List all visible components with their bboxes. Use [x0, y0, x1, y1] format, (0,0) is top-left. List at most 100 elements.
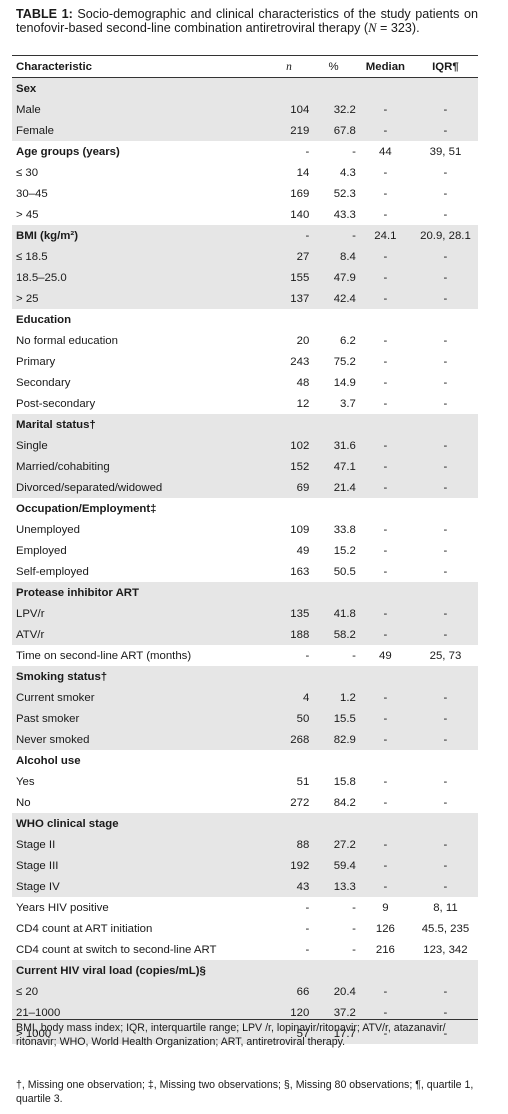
- cell-percent: 52.3: [333, 187, 356, 200]
- cell-median: -: [383, 523, 388, 536]
- cell-n: 14: [296, 166, 310, 179]
- table-section-row: BMI (kg/m²) - -24.1 20.9, 28.1: [12, 225, 478, 246]
- caption-text-b: = 323).: [376, 21, 420, 35]
- cell-percent: 42.4: [311, 288, 358, 309]
- table-body: Sex Male 104 32.2- - Female 219 67.8- - Age group…: [12, 77, 478, 1044]
- cell-characteristic: Smoking status†: [12, 666, 269, 687]
- cell-iqr: 123, 342: [423, 943, 468, 956]
- cell-characteristic: Past smoker: [12, 708, 269, 729]
- table-section-row: WHO clinical stage: [12, 813, 478, 834]
- table-row: Yes 51 15.8 - -: [12, 771, 478, 792]
- cell-n: 120: [268, 1002, 312, 1023]
- cell-percent: [311, 77, 358, 99]
- cell-percent: 37.2: [311, 1002, 358, 1023]
- cell-median: -: [357, 981, 413, 1002]
- cell-iqr: 45.5, 235: [421, 922, 470, 935]
- cell-iqr: -: [443, 796, 448, 809]
- cell-characteristic: Male: [12, 99, 269, 120]
- cell-characteristic: CD4 count at switch to second-line ART: [16, 943, 217, 956]
- cell-characteristic: Unemployed: [16, 523, 80, 536]
- table-row: Years HIV positive - - 9 8, 11: [12, 897, 478, 918]
- cell-median: -: [383, 376, 388, 389]
- cell-iqr: -: [443, 544, 448, 557]
- cell-iqr: [413, 750, 478, 771]
- cell-percent: 6.2: [340, 334, 356, 347]
- cell-iqr: -: [443, 775, 448, 788]
- cell-characteristic: 30–45: [16, 187, 48, 200]
- cell-percent: -: [352, 901, 356, 914]
- cell-percent: 32.2: [311, 99, 358, 120]
- cell-percent: [311, 813, 358, 834]
- table-row: > 1000 57 17.7- -: [12, 1023, 478, 1044]
- cell-percent: 50.5: [333, 565, 356, 578]
- cell-median: -: [357, 855, 413, 876]
- cell-percent: -: [352, 145, 356, 158]
- table-caption: TABLE 1: Socio-demographic and clinical …: [16, 7, 478, 35]
- cell-iqr: [412, 77, 478, 99]
- table-row: ≤ 18.5 27 8.4- -: [12, 246, 478, 267]
- cell-median: 49: [379, 649, 392, 662]
- cell-characteristic: 21–1000: [12, 1002, 269, 1023]
- cell-n: 109: [290, 523, 310, 536]
- cell-n: [268, 414, 312, 435]
- cell-n: 102: [268, 435, 312, 456]
- cell-n: [268, 77, 312, 99]
- cell-iqr: -: [412, 246, 478, 267]
- table-row: Single 102 31.6- -: [12, 435, 478, 456]
- cell-iqr: -: [412, 288, 478, 309]
- cell-iqr: -: [412, 1002, 478, 1023]
- cell-iqr: 8, 11: [433, 901, 458, 914]
- cell-n: 268: [268, 729, 312, 750]
- cell-characteristic: Married/cohabiting: [12, 456, 269, 477]
- cell-percent: 13.3: [311, 876, 358, 897]
- table-row: > 25 137 42.4- -: [12, 288, 478, 309]
- cell-iqr: -: [443, 523, 448, 536]
- cell-median: -: [357, 246, 413, 267]
- cell-characteristic: > 45: [16, 208, 39, 221]
- caption-n-symbol: N: [368, 21, 377, 35]
- table-row: Stage III 192 59.4- -: [12, 855, 478, 876]
- cell-n: [268, 813, 312, 834]
- cell-iqr: -: [412, 876, 478, 897]
- cell-percent: 82.9: [311, 729, 358, 750]
- table-row: Married/cohabiting 152 47.1- -: [12, 456, 478, 477]
- cell-characteristic: Protease inhibitor ART: [12, 582, 269, 603]
- cell-percent: 67.8: [311, 120, 358, 141]
- cell-n: -: [305, 943, 310, 956]
- cell-n: 66: [268, 981, 312, 1002]
- cell-characteristic: Years HIV positive: [16, 901, 109, 914]
- cell-n: 69: [268, 477, 312, 498]
- cell-characteristic: Self-employed: [16, 565, 89, 578]
- table-row: Unemployed 109 33.8 - -: [12, 519, 478, 540]
- cell-median: -: [357, 876, 413, 897]
- cell-iqr: -: [412, 981, 478, 1002]
- table-section-row: Age groups (years) - - 44 39, 51: [12, 141, 478, 162]
- cell-iqr: -: [412, 729, 478, 750]
- cell-percent: 3.7: [340, 397, 356, 410]
- table-section-row: Marital status†: [12, 414, 478, 435]
- header-row: Characteristic n % Median IQR¶: [12, 55, 478, 78]
- cell-percent: [311, 666, 358, 687]
- cell-iqr: [413, 498, 478, 519]
- cell-percent: [311, 960, 358, 981]
- header-median: Median: [357, 55, 413, 78]
- cell-percent: 8.4: [311, 246, 358, 267]
- table-row: Past smoker 50 15.5- -: [12, 708, 478, 729]
- cell-median: -: [357, 687, 413, 708]
- cell-characteristic: > 1000: [12, 1023, 269, 1044]
- cell-median: [357, 77, 413, 99]
- cell-iqr: -: [412, 1023, 478, 1044]
- table-row: 18.5–25.0 155 47.9- -: [12, 267, 478, 288]
- header-n: n: [268, 55, 312, 78]
- table-row: Male 104 32.2- -: [12, 99, 478, 120]
- cell-median: -: [357, 288, 413, 309]
- characteristics-table: Characteristic n % Median IQR¶ Sex Male 10…: [12, 55, 478, 1044]
- cell-n: 88: [268, 834, 312, 855]
- table-row: Employed 49 15.2 - -: [12, 540, 478, 561]
- cell-characteristic: WHO clinical stage: [12, 813, 269, 834]
- cell-n: [269, 309, 312, 330]
- cell-iqr: [412, 813, 478, 834]
- cell-characteristic: Yes: [16, 775, 35, 788]
- cell-percent: 47.1: [311, 456, 358, 477]
- cell-percent: -: [352, 943, 356, 956]
